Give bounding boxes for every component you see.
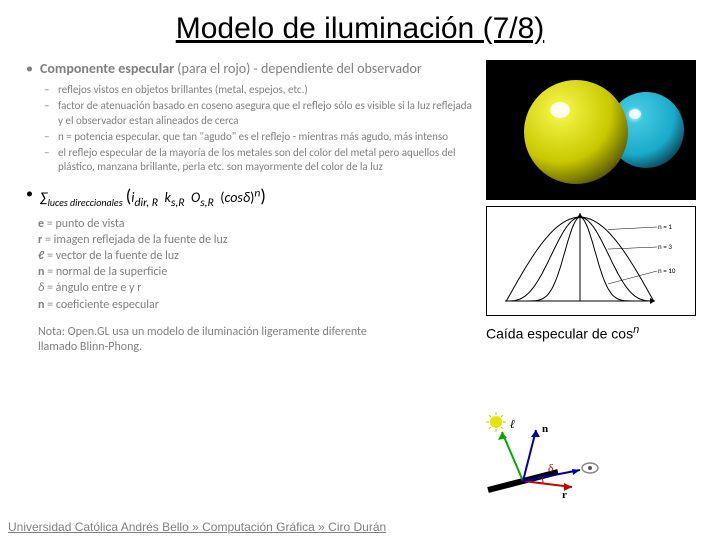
svg-text:r: r xyxy=(562,489,567,501)
image-column: n = 1 n = 3 n = 10 Caída especular de cosn xyxy=(486,60,696,356)
svg-text:n = 1: n = 1 xyxy=(658,222,672,231)
svg-text:n = 10: n = 10 xyxy=(658,266,676,275)
def-row: δ = ángulo entre e y r xyxy=(38,280,476,296)
def-row: n = coeficiente especular xyxy=(38,297,476,313)
cosine-falloff-chart: n = 1 n = 3 n = 10 xyxy=(486,206,696,316)
spheres-render xyxy=(486,60,696,200)
content-row: Componente especular (para el rojo) - de… xyxy=(24,60,696,356)
note: Nota: Open.GL usa un modelo de iluminaci… xyxy=(38,325,368,356)
definitions: e = punto de vista r = imagen reflejada … xyxy=(24,216,476,313)
footer-breadcrumb: Universidad Católica Andrés Bello » Comp… xyxy=(0,520,386,534)
sub-bullet: reflejos vistos en objetos brillantes (m… xyxy=(58,83,476,97)
def-row: r = imagen reflejada de la fuente de luz xyxy=(38,232,476,248)
slide: Modelo de iluminación (7/8) Componente e… xyxy=(0,0,720,540)
main-bullet-bold: Componente especular xyxy=(40,60,174,77)
def-row: e = punto de vista xyxy=(38,216,476,232)
text-column: Componente especular (para el rojo) - de… xyxy=(24,60,476,356)
sub-bullet-list: reflejos vistos en objetos brillantes (m… xyxy=(58,83,476,175)
svg-text:δ: δ xyxy=(548,461,554,475)
def-row: n = normal de la superficie xyxy=(38,264,476,280)
svg-text:n = 3: n = 3 xyxy=(658,242,672,251)
sub-bullet: factor de atenuación basado en coseno as… xyxy=(58,99,476,128)
chart-caption: Caída especular de cosn xyxy=(486,324,696,342)
def-row: ℓ = vector de la fuente de luz xyxy=(38,248,476,264)
svg-text:n: n xyxy=(542,423,548,435)
formula: ∑luces direccionales (idir, R ks,R Os,R … xyxy=(40,185,476,210)
main-bullet-rest: (para el rojo) - dependiente del observa… xyxy=(177,60,421,77)
main-bullet: Componente especular (para el rojo) - de… xyxy=(40,60,476,77)
sub-bullet: el reflejo especular de la mayoría de lo… xyxy=(58,146,476,175)
sub-bullet: n = potencia especular, que tan "agudo" … xyxy=(58,130,476,144)
reflection-vector-diagram: ℓ n r δ xyxy=(480,412,600,502)
svg-text:ℓ: ℓ xyxy=(510,417,515,431)
page-title: Modelo de iluminación (7/8) xyxy=(24,12,696,46)
